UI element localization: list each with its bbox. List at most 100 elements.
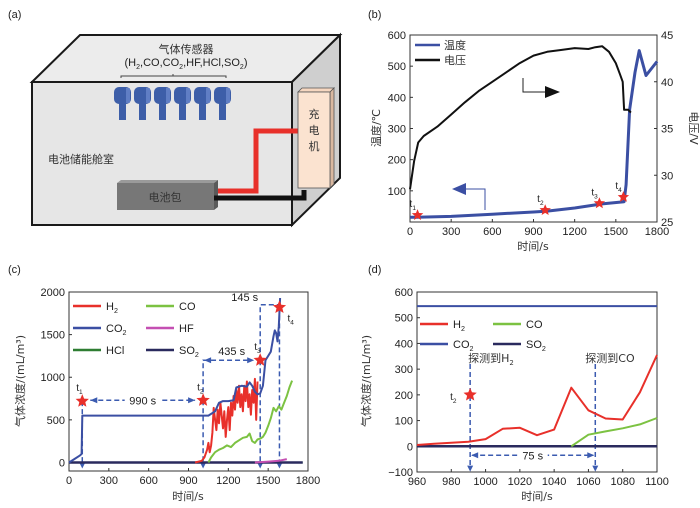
interval-label-c: 435 s (218, 346, 245, 358)
panel-label-d: (d) (368, 264, 381, 276)
marker-label-b-t2: t2 (537, 194, 544, 207)
y-axis-label-d: 气体浓度/(mL/m³) (359, 335, 373, 427)
interval-line-c (259, 304, 280, 361)
marker-star-b-t3 (593, 197, 606, 209)
y-right-tick-label-b: 30 (661, 170, 673, 182)
marker-label-c-t1: t1 (76, 383, 83, 396)
chart-b-temperature-voltage: 0 300 600 900 1200 1500 1800 100 200 300 400 500 600… (369, 30, 700, 253)
x-tick-label-c: 900 (179, 475, 197, 487)
marker-label-b-t4: t4 (615, 181, 622, 194)
x-tick-label-b: 900 (524, 226, 542, 238)
gas-sensor (174, 87, 191, 120)
marker-label-c-t2: t2 (197, 382, 204, 395)
x-tick-label-b: 0 (407, 226, 413, 238)
x-tick-label-c: 600 (139, 475, 157, 487)
interval-arrow-d (587, 452, 595, 459)
guide-arrowhead-c (257, 462, 264, 469)
legend-label-c-H2: H2 (106, 301, 118, 315)
chart-d-gas-concentration-zoom: 960 980 1000 1020 1040 1060 1080 1100 −100 0 100 20… (359, 287, 669, 503)
guide-arrowhead-d (467, 465, 474, 472)
panel-label-b: (b) (368, 9, 381, 21)
x-tick-label-d: 1000 (473, 476, 497, 488)
arrow-right-head (545, 86, 560, 98)
x-tick-label-d: 1060 (576, 476, 600, 488)
y-tick-label-c: 2000 (41, 287, 65, 299)
marker-label-c-t4: t4 (287, 313, 294, 326)
interval-line-c (202, 359, 253, 401)
legend-label-d-SO2: SO2 (526, 339, 546, 353)
charger-label-3: 机 (309, 139, 320, 153)
y-tick-label-d: 0 (407, 441, 413, 453)
x-tick-label-b: 1500 (604, 226, 628, 238)
y-tick-label-d: 500 (395, 313, 413, 325)
interval-arrow-c (204, 357, 212, 364)
legend-label-c-CO: CO (179, 301, 196, 313)
marker-label-c-t3: t3 (254, 342, 261, 355)
x-tick-label-b: 1800 (645, 226, 669, 238)
series-line-b-1 (409, 45, 632, 190)
x-axis-label-d: 时间/s (521, 490, 553, 503)
x-tick-label-c: 300 (100, 475, 118, 487)
negative-cable (214, 190, 307, 201)
marker-star-b-t1 (411, 209, 424, 220)
x-tick-label-d: 980 (442, 476, 460, 488)
y-tick-label-d: 600 (395, 287, 413, 299)
legend-label-c-CO2: CO2 (106, 323, 127, 337)
y-tick-label-c: 1000 (41, 372, 65, 384)
y-tick-label-b: 300 (388, 124, 406, 136)
y-tick-label-b: 200 (388, 155, 406, 167)
interval-label-c: 990 s (129, 395, 156, 407)
series-line-c-H2 (194, 377, 259, 464)
marker-star-c-t3 (253, 353, 267, 366)
y-tick-label-d: −100 (388, 467, 413, 479)
gas-sensor (214, 87, 231, 120)
y-tick-label-c: 0 (59, 457, 65, 469)
interval-label-c: 145 s (231, 292, 258, 304)
arrow-left-head (452, 183, 466, 195)
y-tick-label-b: 500 (388, 61, 406, 73)
marker-star-c-t1 (75, 394, 89, 407)
marker-label-b-t3: t3 (591, 187, 598, 200)
positive-cable (218, 128, 298, 194)
x-tick-label-b: 600 (483, 226, 501, 238)
y-tick-label-d: 200 (395, 390, 413, 402)
annotation-d: 探测到H2 (468, 352, 514, 367)
x-tick-label-d: 960 (408, 476, 426, 488)
x-tick-label-b: 300 (442, 226, 460, 238)
y-right-tick-label-b: 35 (661, 124, 673, 136)
legend-label-c-HF: HF (179, 323, 194, 335)
interval-arrow-c (188, 397, 196, 404)
arrow-to-left-axis (466, 188, 486, 210)
plot-frame-d (416, 291, 658, 473)
x-axis-label-c: 时间/s (172, 490, 204, 503)
interval-label-bg-c (213, 344, 250, 358)
y-right-tick-label-b: 25 (661, 217, 673, 229)
charger-label-2: 电 (309, 124, 320, 137)
sensor-gases: (H2,CO,CO2,HF,HCl,SO2) (125, 57, 248, 71)
legend-label-d-CO2: CO2 (453, 339, 474, 353)
legend-label-d-CO: CO (526, 319, 543, 331)
x-tick-label-c: 0 (66, 475, 72, 487)
panel-label-a: (a) (8, 9, 21, 21)
guide-arrowhead-c (79, 462, 86, 469)
x-tick-label-b: 1200 (562, 226, 586, 238)
chamber-label: 电池储能舱室 (48, 152, 114, 166)
guide-arrowhead-d (592, 465, 599, 472)
charger-label-1: 充 (309, 107, 320, 121)
series-line-c-CO (207, 380, 294, 463)
interval-arrow-c (90, 397, 98, 404)
sensor-bracket (120, 74, 227, 78)
annotation-d: 探测到CO (585, 352, 635, 365)
chart-c-gas-concentration: 0 300 600 900 1200 1500 1800 0 500 1000 1500 2000 9… (13, 287, 320, 503)
y-axis-right-label-b: 电压/V (687, 111, 700, 145)
x-tick-label-d: 1100 (645, 476, 669, 488)
arrow-to-right-axis (522, 78, 545, 93)
battery-pack: 电池包 (117, 180, 218, 210)
y-tick-label-d: 100 (395, 416, 413, 428)
x-tick-label-c: 1200 (216, 475, 240, 487)
series-line-d-H2 (416, 354, 658, 446)
x-tick-label-c: 1500 (256, 475, 280, 487)
y-axis-label-c: 气体浓度/(mL/m³) (13, 335, 27, 427)
panel-label-c: (c) (8, 264, 21, 276)
